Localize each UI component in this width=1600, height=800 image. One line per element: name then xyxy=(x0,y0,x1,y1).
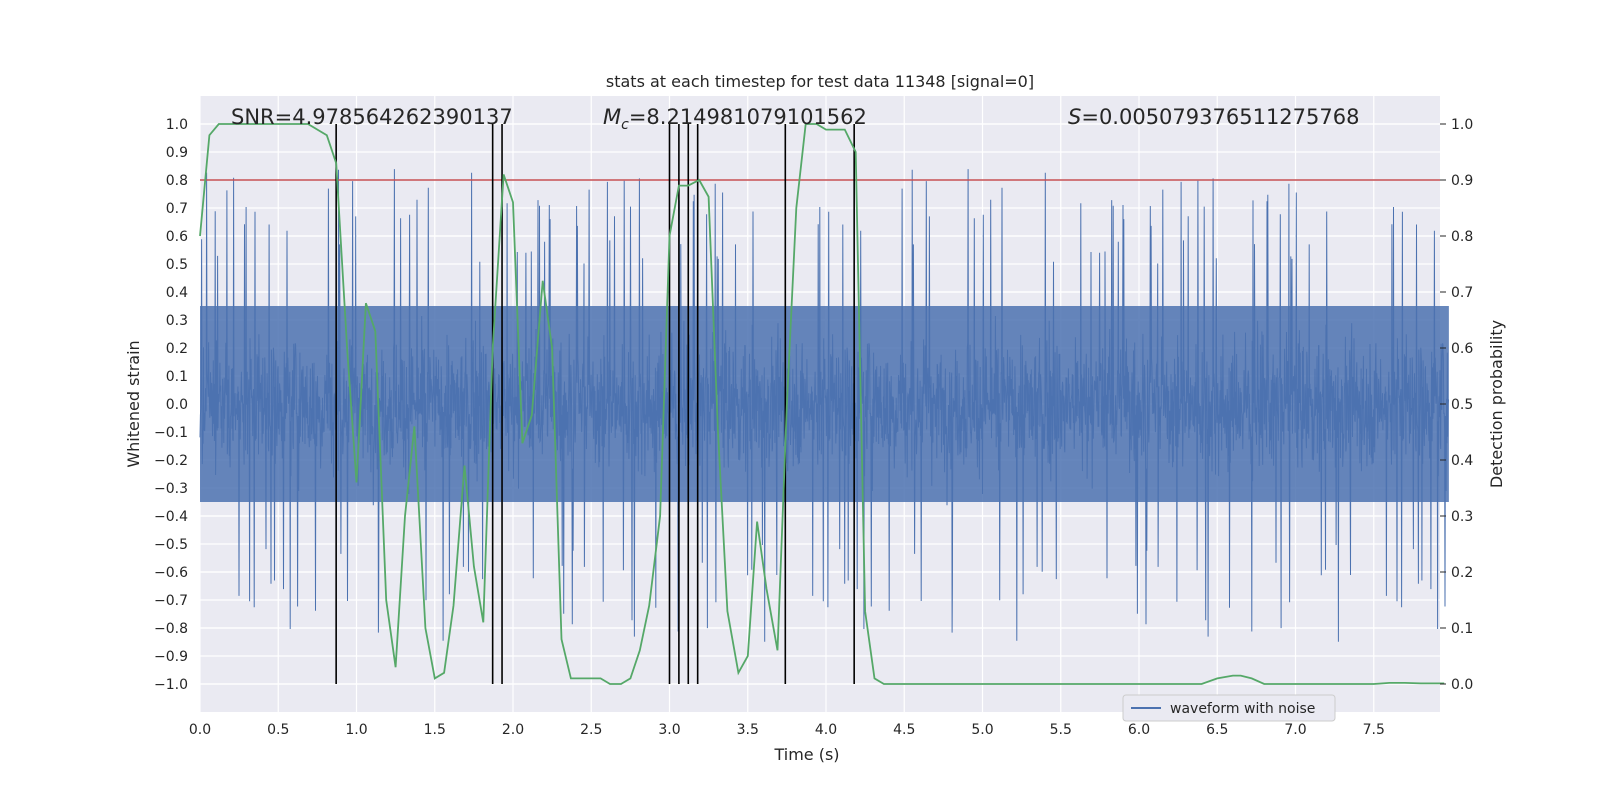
snr-annotation: SNR=4.978564262390137 xyxy=(231,105,513,129)
y-left-tick-label: −0.6 xyxy=(154,565,188,581)
y-right-tick-label: 0.9 xyxy=(1451,173,1473,189)
y-left-tick-label: −1.0 xyxy=(154,677,188,693)
y-left-tick-label: −0.1 xyxy=(154,425,188,441)
x-tick-label: 2.5 xyxy=(580,722,602,738)
y-left-tick-label: −0.3 xyxy=(154,481,188,497)
y-left-tick-label: 1.0 xyxy=(166,117,188,133)
x-tick-label: 3.5 xyxy=(737,722,759,738)
waveform-series xyxy=(199,169,1449,642)
s-symbol: S xyxy=(1068,105,1081,129)
y-left-tick-label: 0.3 xyxy=(166,313,188,329)
y-left-tick-label: 0.1 xyxy=(166,369,188,385)
mc-subscript: c xyxy=(621,117,629,133)
x-tick-label: 4.0 xyxy=(815,722,837,738)
y-left-tick-label: −0.2 xyxy=(154,453,188,469)
y-left-tick-label: 0.0 xyxy=(166,397,188,413)
x-axis-ticks: 0.0 0.5 1.0 1.5 2.0 2.5 3.0 3.5 4.0 4.5 5.0 5.5 6.0 6… xyxy=(189,722,1385,738)
y-right-tick-label: 0.5 xyxy=(1451,397,1473,413)
mc-symbol: M xyxy=(603,105,621,129)
y-right-tick-label: 0.4 xyxy=(1451,453,1473,469)
y-left-tick-label: 0.6 xyxy=(166,229,188,245)
y-left-axis-label: Whitened strain xyxy=(124,340,143,467)
x-tick-label: 1.0 xyxy=(345,722,367,738)
y-right-tick-label: 0.6 xyxy=(1451,341,1473,357)
x-axis-label: Time (s) xyxy=(773,745,839,764)
y-left-tick-label: 0.8 xyxy=(166,173,188,189)
y-left-axis-ticks: 1.0 0.9 0.8 0.7 0.6 0.5 0.4 0.3 0.2 0.1 0.0 −0.1 −0.… xyxy=(154,117,188,693)
y-left-tick-label: −0.4 xyxy=(154,509,188,525)
probability-line xyxy=(199,123,1445,685)
legend: waveform with noise xyxy=(1122,694,1336,722)
x-tick-label: 1.5 xyxy=(424,722,446,738)
y-left-tick-label: −0.8 xyxy=(154,621,188,637)
x-tick-label: 5.5 xyxy=(1050,722,1072,738)
x-tick-label: 7.0 xyxy=(1284,722,1306,738)
y-right-tick-label: 1.0 xyxy=(1451,117,1473,133)
mc-value: =8.214981079101562 xyxy=(629,105,867,129)
probability-series xyxy=(199,123,1445,685)
x-tick-label: 0.5 xyxy=(267,722,289,738)
x-tick-label: 6.0 xyxy=(1128,722,1150,738)
y-right-tick-label: 0.3 xyxy=(1451,509,1473,525)
y-left-tick-label: 0.7 xyxy=(166,201,188,217)
x-tick-label: 5.0 xyxy=(971,722,993,738)
x-tick-label: 0.0 xyxy=(189,722,211,738)
x-tick-label: 7.5 xyxy=(1363,722,1385,738)
chart-title: stats at each timestep for test data 113… xyxy=(606,72,1034,91)
y-left-tick-label: −0.9 xyxy=(154,649,188,665)
y-right-tick-label: 0.2 xyxy=(1451,565,1473,581)
legend-box xyxy=(1122,694,1336,722)
y-right-axis-label: Detection probability xyxy=(1487,320,1506,488)
chirp-mass-annotation: Mc=8.214981079101562 xyxy=(603,105,867,133)
y-left-tick-label: −0.7 xyxy=(154,593,188,609)
vertical-markers xyxy=(335,124,855,684)
y-left-tick-label: 0.2 xyxy=(166,341,188,357)
x-tick-label: 2.0 xyxy=(502,722,524,738)
x-tick-label: 4.5 xyxy=(893,722,915,738)
y-left-tick-label: −0.5 xyxy=(154,537,188,553)
s-value: =0.005079376511275768 xyxy=(1081,105,1359,129)
x-tick-label: 6.5 xyxy=(1206,722,1228,738)
y-right-tick-label: 0.1 xyxy=(1451,621,1473,637)
y-right-tick-label: 0.7 xyxy=(1451,285,1473,301)
waveform-core xyxy=(200,306,1449,502)
y-left-tick-label: 0.9 xyxy=(166,145,188,161)
y-right-tick-label: 0.0 xyxy=(1451,677,1473,693)
legend-label-waveform: waveform with noise xyxy=(1170,701,1315,717)
y-right-tick-label: 0.8 xyxy=(1451,229,1473,245)
s-annotation: S=0.005079376511275768 xyxy=(1068,105,1359,129)
y-left-tick-label: 0.4 xyxy=(166,285,188,301)
y-right-axis-ticks: 1.0 0.9 0.8 0.7 0.6 0.5 0.4 0.3 0.2 0.1 0.0 xyxy=(1440,117,1473,693)
y-left-tick-label: 0.5 xyxy=(166,257,188,273)
x-tick-label: 3.0 xyxy=(658,722,680,738)
